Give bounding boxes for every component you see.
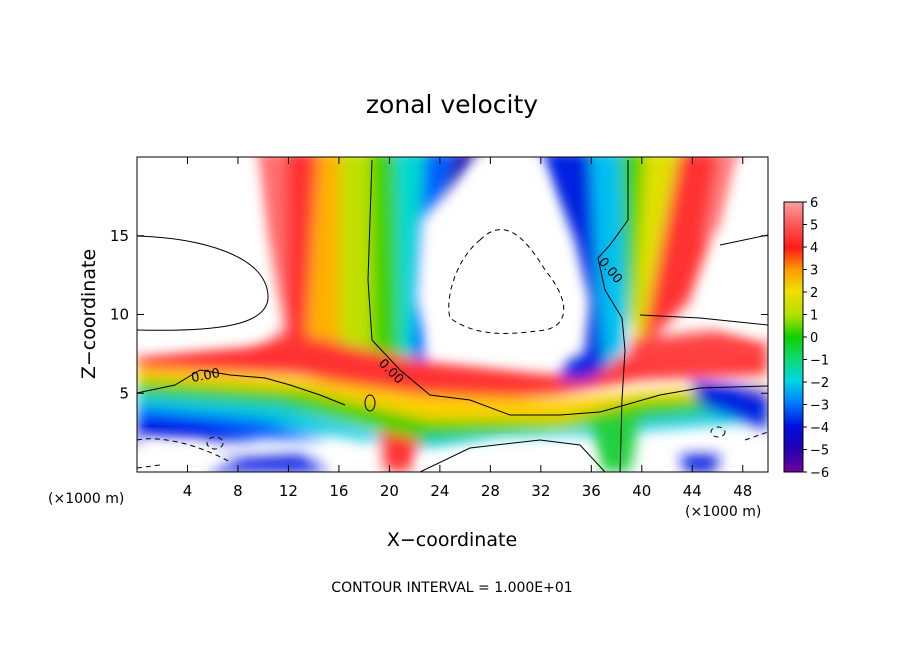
chart-title: zonal velocity [366,90,538,119]
colorbar-tick-label: −2 [810,376,829,391]
y-axis-ticks: 5 10 15 [110,227,768,402]
x-tick-label: 20 [380,482,399,500]
colorbar-tick-label: 5 [810,219,818,234]
contour-lines [137,159,768,472]
y-tick-label: 15 [110,227,129,245]
colorbar-gradient [783,201,804,473]
contour-label-1: 0.00 [190,366,221,386]
x-tick-label: 16 [329,482,348,500]
colorbar-tick-label: −5 [810,444,829,459]
x-tick-label: 36 [582,482,601,500]
x-tick-label: 48 [733,482,752,500]
y-axis-label: Z−coordinate [78,249,100,379]
colorbar-tick-label: 0 [810,331,818,346]
dashed-contours [137,229,768,469]
colorbar-tick-label: 2 [810,286,818,301]
x-units-right: (×1000 m) [685,504,761,520]
x-units-left: (×1000 m) [48,491,124,507]
colorbar-tick-label: 3 [810,264,818,279]
colorbar-tick-label: −1 [810,354,829,369]
contour-interval-note: CONTOUR INTERVAL = 1.000E+01 [331,580,572,596]
x-tick-label: 44 [683,482,702,500]
colorbar: 6 5 4 3 2 1 0 −1 −2 −3 −4 −5 −6 [783,196,829,481]
x-tick-label: 12 [279,482,298,500]
x-axis-label: X−coordinate [387,529,517,551]
colorbar-tick-label: −4 [810,421,829,436]
y-tick-label: 5 [119,384,129,402]
x-tick-label: 8 [233,482,243,500]
x-axis-ticks: 4 8 12 16 20 24 28 32 36 40 44 48 [183,157,752,500]
x-tick-label: 24 [430,482,449,500]
y-tick-label: 10 [110,306,129,324]
x-tick-label: 28 [481,482,500,500]
colorbar-tick-label: 4 [810,241,818,256]
heatmap-field [137,157,768,472]
x-tick-label: 4 [183,482,193,500]
colorbar-tick-label: 1 [810,309,818,324]
colorbar-tick-label: −6 [810,466,829,481]
colorbar-tick-label: −3 [810,399,829,414]
colorbar-ticks: 6 5 4 3 2 1 0 −1 −2 −3 −4 −5 −6 [803,196,829,481]
x-tick-label: 32 [531,482,550,500]
colorbar-tick-label: 6 [810,196,818,211]
x-tick-label: 40 [632,482,651,500]
